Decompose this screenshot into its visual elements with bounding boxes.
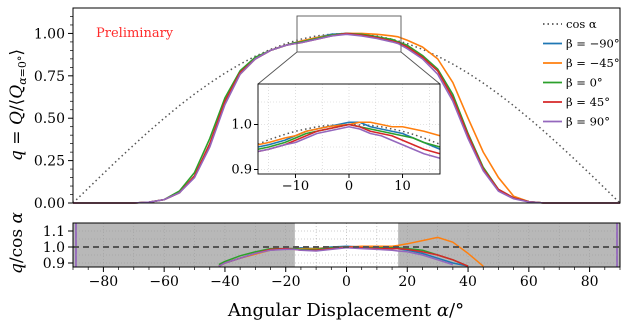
- ratio-ticks: −80 −60 −40 −20 0 20 40 60 80 0.91.01.1: [43, 224, 621, 290]
- inset-ytick-label: 1.0: [231, 118, 252, 133]
- legend-label-2: β = −45°: [566, 56, 620, 70]
- main-ytick-label: 0.25: [34, 154, 65, 170]
- legend-label-5: β = 90°: [566, 115, 610, 129]
- ratio-xtick-label: −60: [149, 274, 179, 290]
- inset-series-line-4: [257, 123, 441, 155]
- ratio-series-line-4: [218, 247, 454, 267]
- main-panel: 0.000.250.500.751.00 Preliminary q = Q/⟨…: [7, 7, 621, 212]
- legend-label-3: β = 0°: [566, 76, 603, 90]
- main-ytick-label: 0.50: [34, 111, 65, 127]
- ratio-xtick-label: −80: [89, 274, 119, 290]
- preliminary-annotation: Preliminary: [96, 26, 174, 41]
- main-y-axis-label: q = Q/⟨Qα=0°⟩: [7, 49, 29, 161]
- inset-ytick-label: 0.9: [231, 163, 252, 178]
- ratio-panel: −80 −60 −40 −20 0 20 40 60 80 0.91.01.1 q/cos α A…: [7, 211, 621, 321]
- ratio-xtick-label: −40: [210, 274, 240, 290]
- ratio-xtick-label: 40: [459, 274, 477, 290]
- ratio-ytick-label: 1.0: [43, 240, 65, 256]
- ratio-grid: [73, 223, 620, 267]
- ratio-shade-0: [73, 223, 295, 267]
- inset-series-layer: [257, 121, 441, 159]
- inset-ticks: −10 0 10 0.9 1.0: [231, 118, 410, 195]
- main-ytick-label: 1.00: [34, 26, 65, 42]
- x-axis-label: Angular Displacement α/°: [227, 300, 464, 321]
- main-axes-frame: [72, 7, 621, 204]
- main-series-layer: [72, 32, 621, 204]
- ratio-ytick-label: 1.1: [43, 224, 65, 240]
- ratio-shade-1: [398, 223, 620, 267]
- main-y-ticks: 0.00 0.25 0.50 0.75 1.00: [34, 16, 73, 212]
- ratio-xtick-label: 20: [398, 274, 416, 290]
- main-ytick-label: 0.00: [34, 196, 65, 212]
- ratio-xtick-label: −20: [271, 274, 301, 290]
- zoom-box: [296, 15, 402, 53]
- ratio-y-axis-label: q/cos α: [7, 211, 27, 274]
- inset-zoom-indicator: [257, 15, 441, 85]
- ratio-xtick-label: 60: [520, 274, 538, 290]
- ratio-xtick-label: 0: [342, 274, 351, 290]
- legend-label-0: cos α: [566, 17, 597, 31]
- ratio-xtick-label: 80: [581, 274, 599, 290]
- zoom-connector-left: [257, 51, 298, 85]
- zoom-connector-right: [400, 51, 441, 85]
- inset-panel: −10 0 10 0.9 1.0: [231, 83, 441, 195]
- inset-xtick-label: 0: [345, 179, 353, 194]
- legend-label-1: β = −90°: [566, 37, 620, 51]
- main-series-line-5: [73, 33, 620, 204]
- inset-series-line-5: [257, 126, 441, 159]
- legend-label-4: β = 45°: [566, 95, 610, 109]
- inset-xtick-label: −10: [282, 179, 309, 194]
- main-ytick-label: 0.75: [34, 69, 65, 85]
- ratio-ytick-label: 0.9: [43, 256, 65, 272]
- inset-xtick-label: 10: [394, 179, 411, 194]
- legend: cos α β = −90° β = −45° β = 0° β = 45° β = 90…: [543, 17, 620, 129]
